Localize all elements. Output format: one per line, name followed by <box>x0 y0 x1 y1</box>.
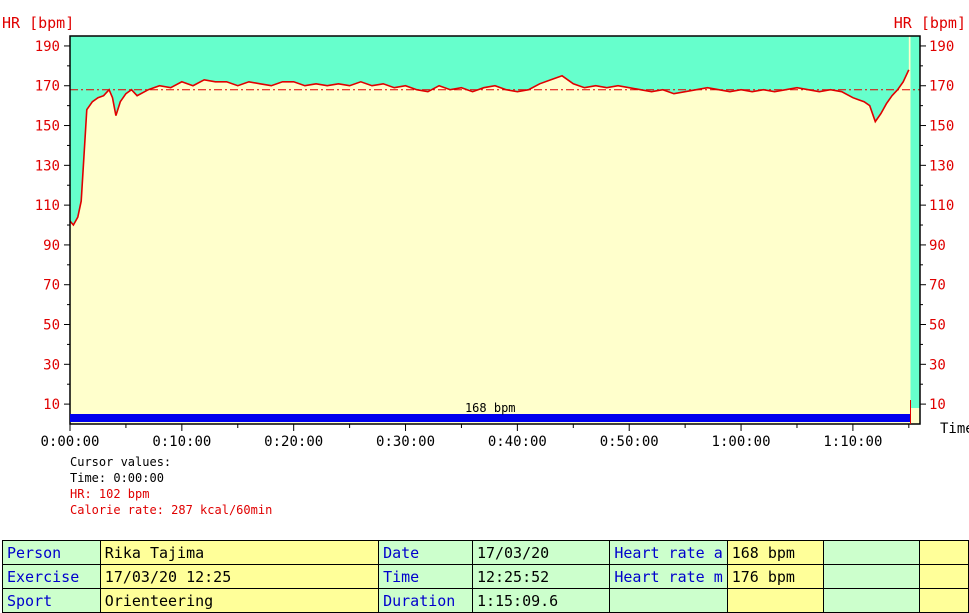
y-tick-label-right: 70 <box>929 278 946 294</box>
x-tick-label: 1:00:00 <box>712 434 771 450</box>
x-axis: 0:00:00 0:10:00 0:20:00 0:30:00 0:40:00 0:50:… <box>40 424 910 450</box>
y-tick-label-left: 170 <box>35 79 60 95</box>
duration-value: 1:15:09.6 <box>471 588 611 613</box>
exercise-value: 17/03/20 12:25 <box>99 564 380 589</box>
cursor-values-panel: Cursor values: Time: 0:00:00 HR: 102 bpm… <box>70 454 272 518</box>
cursor-time: Time: 0:00:00 <box>70 471 164 485</box>
y-tick-label-right: 50 <box>929 318 946 334</box>
y-tick-label-left: 110 <box>35 198 60 214</box>
x-tick-label: 0:40:00 <box>488 434 547 450</box>
y-tick-label-right: 30 <box>929 357 946 373</box>
y-tick-label-left: 50 <box>43 318 60 334</box>
x-axis-label: Time <box>940 421 969 437</box>
sport-value: Orienteering <box>99 588 380 613</box>
x-tick-label: 0:50:00 <box>600 434 659 450</box>
time-label: Time <box>378 564 473 589</box>
hr-average-label: Heart rate a <box>609 540 728 565</box>
y-tick-label-left: 190 <box>35 39 60 55</box>
date-value: 17/03/20 <box>471 540 611 565</box>
x-tick-label: 0:10:00 <box>152 434 211 450</box>
cursor-calorie: Calorie rate: 287 kcal/60min <box>70 503 273 517</box>
plot-background <box>70 36 920 424</box>
person-value: Rika Tajima <box>99 540 380 565</box>
x-tick-label: 0:00:00 <box>40 434 99 450</box>
exercise-info-table: Person Rika Tajima Date 17/03/20 Heart r… <box>2 540 969 613</box>
y-tick-label-left: 130 <box>35 158 60 174</box>
y-axis-label-left: HR [bpm] <box>2 14 74 32</box>
heart-rate-chart: 168 bpm 10 30 50 70 90 110 130 150 170 190 10 30 50… <box>2 14 969 450</box>
time-value: 12:25:52 <box>471 564 611 589</box>
empty-cell <box>726 588 825 613</box>
y-tick-label-right: 190 <box>929 39 954 55</box>
x-tick-label: 1:10:00 <box>823 434 882 450</box>
y-tick-label-left: 150 <box>35 119 60 135</box>
y-tick-label-right: 10 <box>929 397 946 413</box>
y-tick-label-left: 90 <box>43 238 60 254</box>
empty-cell <box>823 588 921 613</box>
table-row: Sport Orienteering Duration 1:15:09.6 <box>2 588 969 613</box>
table-row: Person Rika Tajima Date 17/03/20 Heart r… <box>2 540 969 565</box>
plot-frame <box>69 35 921 425</box>
y-axis-label-right: HR [bpm] <box>894 14 966 32</box>
x-tick-label: 0:20:00 <box>264 434 323 450</box>
y-tick-label-right: 150 <box>929 119 954 135</box>
post-exercise-zone <box>910 36 920 408</box>
hr-series-line <box>70 69 910 227</box>
empty-cell <box>919 564 969 589</box>
y-tick-label-right: 170 <box>929 79 954 95</box>
empty-cell <box>823 564 921 589</box>
y-tick-label-left: 10 <box>43 397 60 413</box>
empty-cell <box>919 540 969 565</box>
empty-cell <box>609 588 728 613</box>
y-tick-label-right: 130 <box>929 158 954 174</box>
hr-average-value: 168 bpm <box>726 540 825 565</box>
table-row: Exercise 17/03/20 12:25 Time 12:25:52 He… <box>2 564 969 589</box>
y-tick-label-right: 110 <box>929 198 954 214</box>
hr-max-label: Heart rate m <box>609 564 728 589</box>
y-tick-label-left: 30 <box>43 357 60 373</box>
average-bar-label: 168 bpm <box>465 401 516 415</box>
hr-max-value: 176 bpm <box>726 564 825 589</box>
empty-cell <box>823 540 921 565</box>
y-tick-label-left: 70 <box>43 278 60 294</box>
person-label: Person <box>2 540 101 565</box>
upper-hr-zone <box>70 36 909 225</box>
x-tick-label: 0:30:00 <box>376 434 435 450</box>
y-axis-right: 10 30 50 70 90 110 130 150 170 190 <box>920 39 954 413</box>
cursor-hr: HR: 102 bpm <box>70 487 150 501</box>
empty-cell <box>919 588 969 613</box>
y-axis-left: 10 30 50 70 90 110 130 150 170 190 <box>35 39 70 413</box>
date-label: Date <box>378 540 473 565</box>
cursor-title: Cursor values: <box>70 455 172 469</box>
exercise-label: Exercise <box>2 564 101 589</box>
y-tick-label-right: 90 <box>929 238 946 254</box>
duration-label: Duration <box>378 588 473 613</box>
sport-label: Sport <box>2 588 101 613</box>
average-bar <box>70 414 911 422</box>
